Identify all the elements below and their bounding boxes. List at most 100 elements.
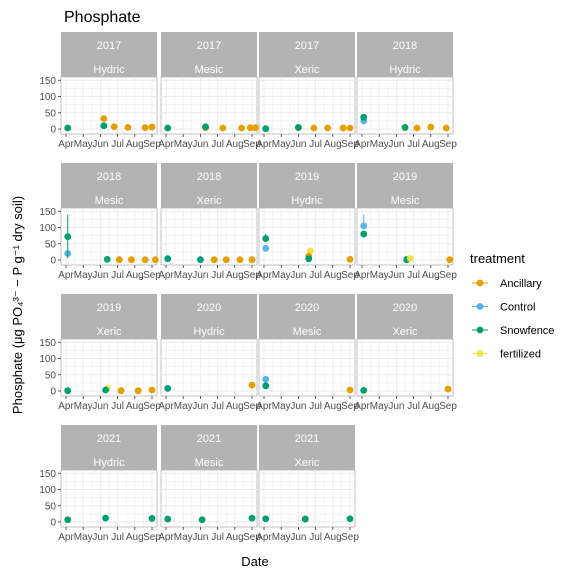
facet-site-label: Mesic (293, 326, 322, 338)
data-point (262, 244, 270, 252)
facet-site-label: Hydric (93, 457, 125, 469)
data-point (444, 385, 452, 393)
facet-site-label: Xeric (96, 326, 122, 338)
data-point (248, 256, 256, 264)
facet-panel: 2018 Xeric Apr May Jun Jul Aug Sep (158, 163, 261, 281)
data-point (141, 256, 149, 264)
x-tick-label: Apr (58, 139, 74, 150)
data-point (148, 386, 156, 394)
facet-strip (357, 32, 453, 77)
x-tick-label: Sep (341, 270, 359, 281)
x-tick-label: Apr (58, 270, 74, 281)
x-tick-label: Aug (324, 139, 342, 150)
x-tick-label: Jun (290, 532, 306, 543)
facet-strip (61, 294, 157, 339)
facet-site-label: Hydric (193, 326, 225, 338)
x-tick-label: Apr (354, 139, 370, 150)
x-tick-label: Jul (309, 139, 322, 150)
x-tick-label: Jul (211, 532, 224, 543)
x-tick-label: Aug (324, 270, 342, 281)
y-tick-label: 150 (39, 338, 56, 349)
facet-year-label: 2019 (393, 171, 417, 183)
facet-panel: 2017 Hydric 0 50 100 150 Apr May Jun Jul Aug Sep (39, 32, 161, 150)
x-tick-label: Jul (407, 270, 420, 281)
x-tick-label: Jul (309, 270, 322, 281)
data-point (102, 514, 109, 522)
facet-year-label: 2019 (295, 171, 319, 183)
data-point (360, 113, 368, 121)
y-tick-label: 50 (45, 501, 57, 512)
facet-panel: 2021 Xeric Apr May Jun Jul Aug Sep (256, 425, 359, 543)
data-point (324, 124, 332, 132)
x-tick-label: May (272, 532, 291, 543)
x-tick-label: Sep (341, 139, 359, 150)
data-point (197, 256, 204, 264)
x-tick-label: May (272, 401, 291, 412)
data-point (346, 386, 354, 394)
data-point (360, 386, 368, 394)
data-point (360, 222, 368, 230)
x-tick-label: Apr (256, 139, 272, 150)
x-tick-label: May (370, 139, 389, 150)
facet-strip (259, 163, 355, 208)
x-tick-label: Apr (354, 270, 370, 281)
x-tick-label: Jun (92, 270, 108, 281)
data-point (210, 256, 218, 264)
y-axis-title: Phosphate (μg PO₄³⁻ − P g⁻¹ dry soil) (10, 196, 25, 414)
data-point (148, 515, 156, 522)
legend-title: treatment (470, 251, 525, 266)
data-point (134, 387, 142, 395)
x-tick-label: Jun (290, 139, 306, 150)
data-point (248, 514, 256, 522)
y-tick-label: 100 (39, 354, 56, 365)
facet-year-label: 2019 (97, 302, 121, 314)
x-tick-label: Sep (243, 401, 261, 412)
facet-panel: 2019 Mesic Apr May Jun Jul Aug Sep (354, 163, 457, 281)
data-point (346, 255, 354, 263)
facet-year-label: 2018 (197, 171, 221, 183)
data-point (64, 124, 72, 132)
data-point (64, 516, 72, 524)
facet-strip (259, 294, 355, 339)
x-tick-label: Jul (309, 532, 322, 543)
data-point (262, 235, 270, 242)
data-point (127, 256, 135, 264)
x-tick-label: Aug (126, 139, 144, 150)
x-tick-label: Jun (192, 532, 208, 543)
facet-strip (61, 425, 157, 470)
data-point (262, 515, 270, 523)
data-point (252, 124, 259, 132)
legend-entry-label: Snowfence (500, 325, 554, 337)
legend-key-point (476, 303, 484, 310)
facet-panel: 2021 Hydric 0 50 100 150 Apr May Jun Jul Aug Sep (39, 425, 161, 543)
data-point (339, 124, 347, 132)
x-tick-label: Sep (243, 532, 261, 543)
x-tick-label: Jul (407, 139, 420, 150)
facet-site-label: Hydric (93, 64, 125, 76)
data-point (307, 247, 314, 255)
y-tick-label: 0 (50, 256, 56, 267)
data-point (164, 124, 172, 132)
x-tick-label: Sep (341, 401, 359, 412)
x-tick-label: May (74, 270, 93, 281)
x-tick-label: Jul (211, 401, 224, 412)
data-point (202, 123, 209, 131)
data-point (64, 233, 72, 241)
facet-year-label: 2017 (97, 40, 121, 52)
facet-year-label: 2020 (197, 302, 221, 314)
y-tick-label: 0 (50, 125, 56, 136)
x-tick-label: Apr (58, 532, 74, 543)
x-tick-label: Apr (58, 401, 74, 412)
facet-year-label: 2017 (295, 40, 319, 52)
data-point (222, 256, 230, 264)
x-tick-label: Jul (407, 401, 420, 412)
facet-site-label: Mesic (195, 64, 224, 76)
x-tick-label: Sep (439, 401, 457, 412)
y-tick-label: 100 (39, 92, 56, 103)
data-point (236, 256, 244, 264)
x-tick-label: Apr (256, 270, 272, 281)
x-tick-label: Jun (192, 139, 208, 150)
y-tick-label: 150 (39, 76, 56, 87)
facet-site-label: Hydric (291, 195, 323, 207)
facet-site-label: Xeric (196, 195, 222, 207)
